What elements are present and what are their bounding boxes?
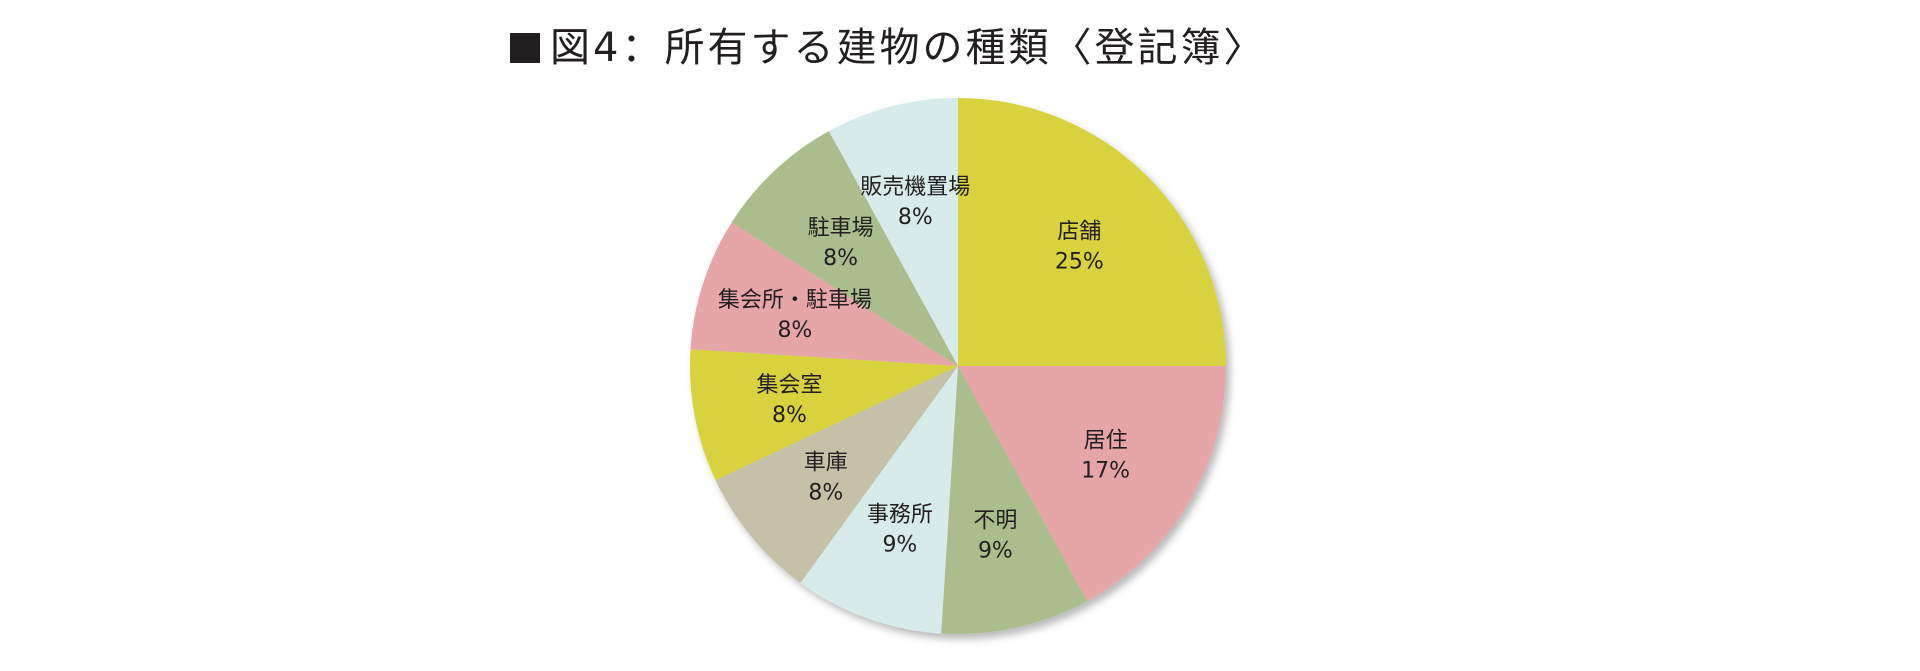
- slice-value-label-0: 25%: [1055, 250, 1104, 275]
- pie-slice-8: [828, 98, 958, 366]
- pie-slice-2: [941, 366, 1088, 634]
- pie-slice-7: [731, 131, 958, 366]
- pie-slice-6: [690, 222, 958, 366]
- pie-slice-5: [690, 349, 958, 481]
- pie-slice-4: [715, 366, 958, 583]
- pie-slice-3: [800, 366, 958, 634]
- pie-labels: 店舗 25% 居住 17% 不明 9% 事務所 9% 車庫 8% 集会室 8% 集会所・駐車場 8% 駐車場…: [718, 175, 1130, 564]
- slice-label-8: 販売機置場: [860, 175, 970, 200]
- pie-slice-1: [958, 366, 1226, 601]
- title-square-icon: [510, 33, 540, 63]
- slice-label-4: 車庫: [804, 450, 848, 475]
- slice-label-1: 居住: [1084, 428, 1128, 453]
- slice-label-7: 駐車場: [808, 216, 874, 241]
- pie-slice-0: [958, 98, 1226, 366]
- slice-value-label-4: 8%: [808, 480, 843, 505]
- chart-title-text: 図4：所有する建物の種類〈登記簿〉: [550, 25, 1267, 71]
- chart-title: 図4：所有する建物の種類〈登記簿〉: [510, 18, 1266, 78]
- slice-value-label-5: 8%: [772, 403, 807, 428]
- slice-value-label-7: 8%: [823, 246, 858, 271]
- slice-value-label-3: 9%: [882, 532, 917, 557]
- slice-value-label-2: 9%: [978, 538, 1013, 563]
- slice-label-5: 集会室: [756, 373, 822, 398]
- pie-slices: [690, 98, 1226, 634]
- slice-label-6: 集会所・駐車場: [718, 288, 872, 313]
- slice-label-2: 不明: [973, 508, 1017, 533]
- slice-value-label-1: 17%: [1081, 458, 1130, 483]
- slice-label-0: 店舗: [1057, 220, 1101, 245]
- slice-value-label-6: 8%: [777, 318, 812, 343]
- slice-label-3: 事務所: [867, 502, 933, 527]
- slice-value-label-8: 8%: [898, 205, 933, 230]
